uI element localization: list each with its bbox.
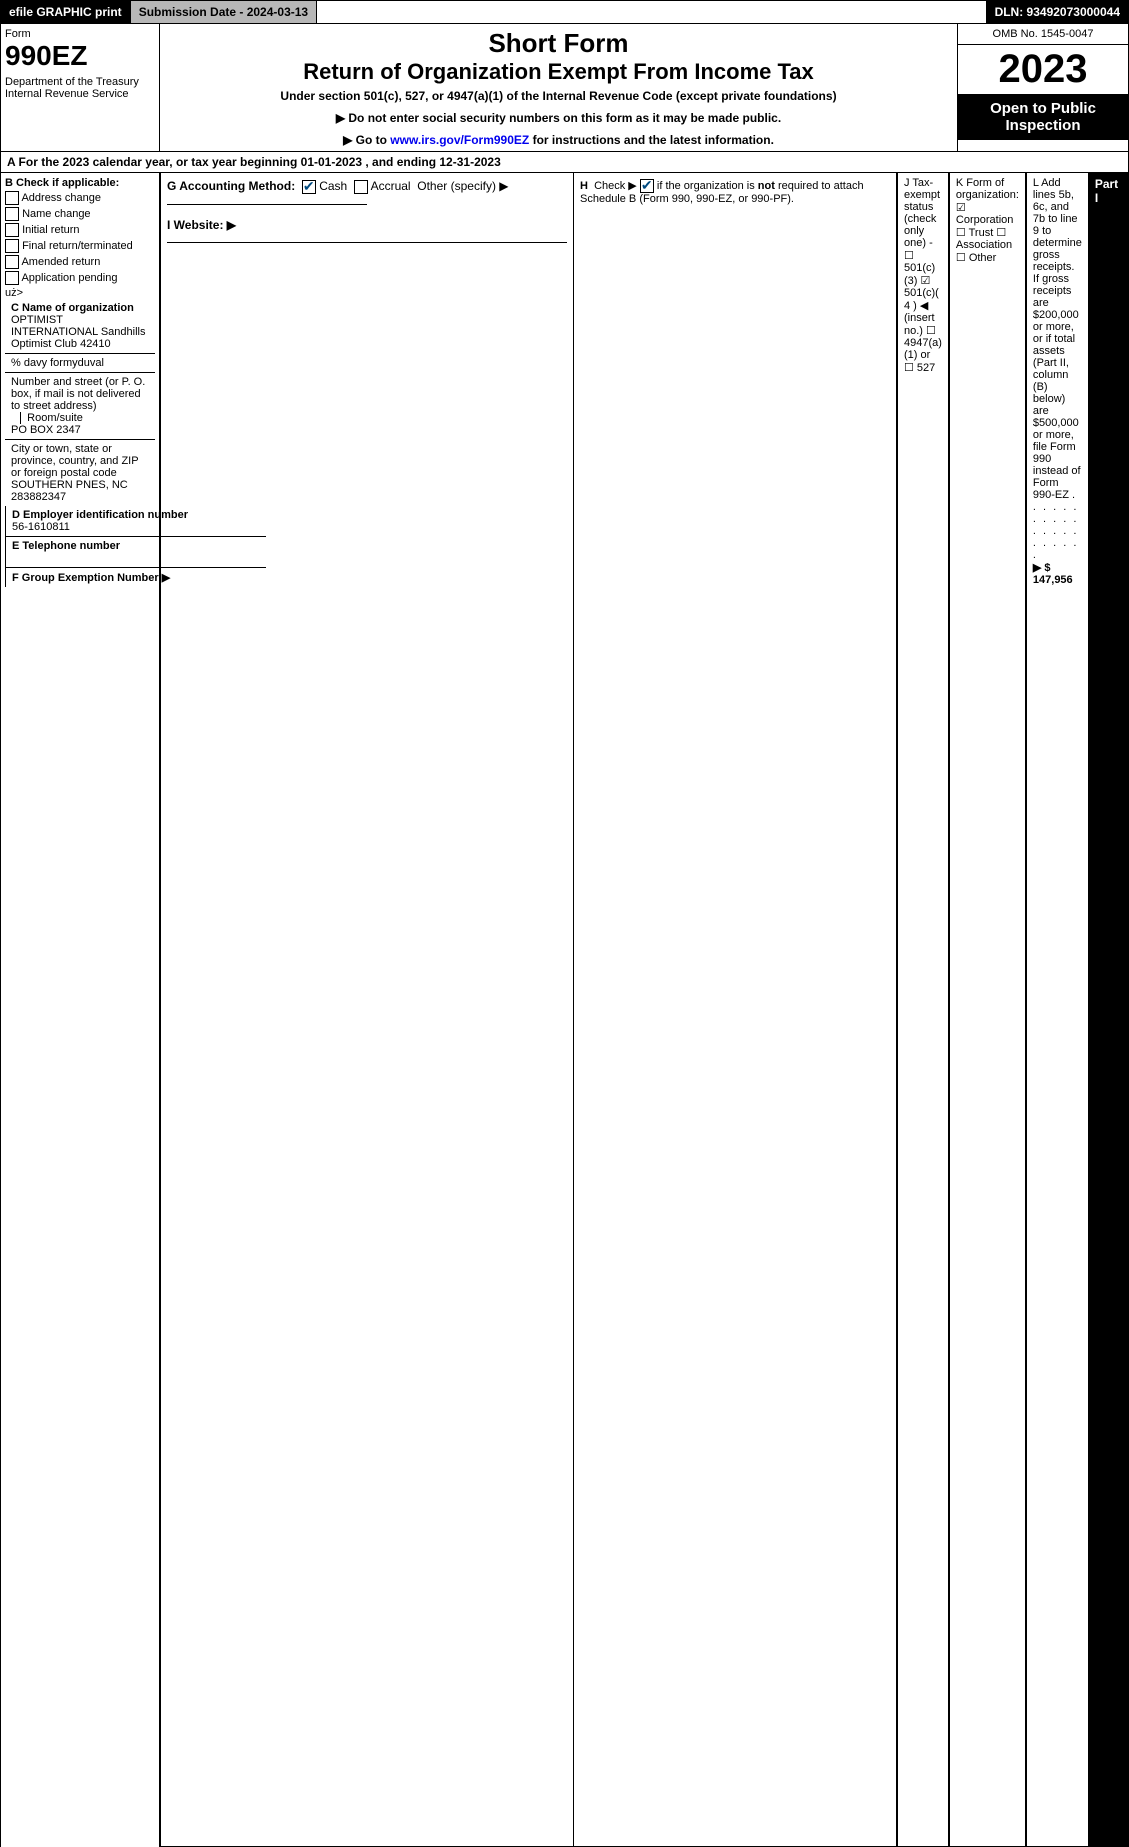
i-label: I Website: ▶ (167, 218, 236, 232)
org-name: OPTIMIST INTERNATIONAL Sandhills Optimis… (11, 314, 145, 350)
cb-schedule-b[interactable] (640, 179, 654, 193)
section-b: B Check if applicable: Address change Na… (1, 173, 160, 1847)
open-inspection: Open to Public Inspection (958, 94, 1128, 140)
submission-date: Submission Date - 2024-03-13 (131, 1, 317, 23)
top-spacer (317, 1, 986, 23)
note2-post: for instructions and the latest informat… (529, 133, 774, 147)
cb-initial-return[interactable]: Initial return (5, 223, 155, 237)
dln-label: DLN: 93492073000044 (987, 1, 1128, 23)
city-value: SOUTHERN PNES, NC 283882347 (11, 479, 128, 503)
c-city-row: City or town, state or province, country… (5, 440, 155, 506)
l-text: L Add lines 5b, 6c, and 7b to line 9 to … (1033, 177, 1082, 501)
cb-final-return[interactable]: Final return/terminated (5, 239, 155, 253)
c-name-label: C Name of organization (11, 302, 134, 314)
b-header: B Check if applicable: (5, 177, 155, 189)
form-label: Form (5, 28, 155, 40)
e-label: E Telephone number (12, 540, 120, 552)
row-j: J Tax-exempt status (check only one) - ☐… (897, 173, 949, 1847)
cb-accrual[interactable] (354, 180, 368, 194)
row-h: H Check ▶ if the organization is not req… (573, 173, 896, 1846)
other-method-input[interactable] (167, 204, 367, 205)
part1-label: Part I (1095, 177, 1118, 1843)
row-g: G Accounting Method: Cash Accrual Other … (161, 173, 573, 1846)
main-title: Return of Organization Exempt From Incom… (168, 59, 949, 85)
c-name-row: C Name of organization OPTIMIST INTERNAT… (5, 299, 155, 354)
c-street-row: Number and street (or P. O. box, if mail… (5, 373, 155, 440)
header-right: OMB No. 1545-0047 2023 Open to Public In… (957, 24, 1128, 151)
short-form-title: Short Form (168, 28, 949, 59)
row-l: L Add lines 5b, 6c, and 7b to line 9 to … (1026, 173, 1089, 1847)
subtitle: Under section 501(c), 527, or 4947(a)(1)… (168, 89, 949, 103)
header-block: Form 990EZ Department of the Treasury In… (0, 24, 1129, 152)
street-label: Number and street (or P. O. box, if mail… (11, 376, 145, 412)
city-label: City or town, state or province, country… (11, 443, 138, 479)
header-left: Form 990EZ Department of the Treasury In… (1, 24, 160, 151)
g-label: G Accounting Method: (167, 179, 295, 193)
cb-amended-return[interactable]: Amended return (5, 255, 155, 269)
form-number: 990EZ (5, 40, 155, 72)
note-ssn: ▶ Do not enter social security numbers o… (168, 111, 949, 125)
top-bar: efile GRAPHIC print Submission Date - 20… (0, 0, 1129, 24)
irs-link[interactable]: www.irs.gov/Form990EZ (390, 133, 529, 147)
efile-label[interactable]: efile GRAPHIC print (1, 1, 131, 23)
header-mid: Short Form Return of Organization Exempt… (160, 24, 957, 151)
room-label: Room/suite (20, 412, 83, 424)
cb-cash[interactable] (302, 180, 316, 194)
part1-header: Part I Revenue, Expenses, and Changes in… (1089, 173, 1129, 1847)
c-careof-row: % davy formyduval (5, 354, 155, 373)
website-input[interactable] (167, 242, 567, 243)
tax-year: 2023 (958, 45, 1128, 94)
l-amount: ▶ $ 147,956 (1033, 561, 1082, 586)
row-a-period: A For the 2023 calendar year, or tax yea… (0, 152, 1129, 173)
note-link: ▶ Go to www.irs.gov/Form990EZ for instru… (168, 133, 949, 147)
row-k: K Form of organization: ☑ Corporation ☐ … (949, 173, 1026, 1847)
street-value: PO BOX 2347 (11, 424, 81, 436)
cb-application-pending[interactable]: Application pending (5, 271, 155, 285)
cb-address-change[interactable]: Address change (5, 191, 155, 205)
block-bcdef: B Check if applicable: Address change Na… (0, 173, 1129, 1847)
section-c: C Name of organization OPTIMIST INTERNAT… (5, 299, 155, 506)
ein-value: 56-1610811 (12, 521, 70, 533)
f-label: F Group Exemption Number ▶ (12, 572, 170, 584)
cb-name-change[interactable]: Name change (5, 207, 155, 221)
row-gh: G Accounting Method: Cash Accrual Other … (160, 173, 897, 1847)
dept-label: Department of the Treasury Internal Reve… (5, 76, 155, 100)
omb-number: OMB No. 1545-0047 (958, 24, 1128, 45)
note2-pre: ▶ Go to (343, 133, 390, 147)
